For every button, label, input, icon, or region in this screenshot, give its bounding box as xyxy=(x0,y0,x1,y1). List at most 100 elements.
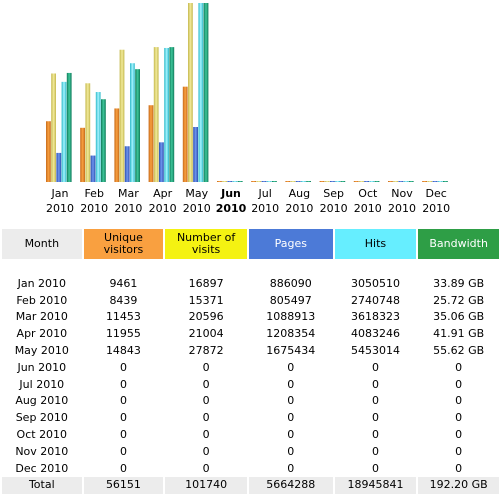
cell-pages: 805497 xyxy=(269,293,312,307)
cell-pages: 1675434 xyxy=(266,343,316,357)
bar-bandwidth-feb xyxy=(101,99,106,182)
total-label: Total xyxy=(2,477,82,494)
bar-number-of-visits-may xyxy=(188,3,193,182)
cell-month: Jan 2010 xyxy=(17,276,67,290)
cell-bandwidth: 33.89 GB xyxy=(433,276,485,290)
cell-hits: 3050510 xyxy=(350,276,400,290)
bar-pages-jul xyxy=(261,181,267,182)
cell-number-of-visits: 0 xyxy=(202,360,210,374)
header-month: Month xyxy=(2,229,82,259)
bar-hits-apr xyxy=(164,47,169,183)
table-row: Jul 2010 0 0 0 0 0 xyxy=(2,377,499,394)
cell-pages: 0 xyxy=(287,444,295,458)
x-tick-month-dec: Dec xyxy=(426,187,447,200)
x-tick-month-oct: Oct xyxy=(358,187,378,200)
total-hits: 18945841 xyxy=(334,477,417,494)
cell-month: Apr 2010 xyxy=(16,327,68,341)
bar-unique-visitors-mar xyxy=(114,108,120,182)
bar-hits-jun xyxy=(232,181,238,182)
bar-hits-oct xyxy=(369,181,375,182)
cell-bandwidth: 41.91 GB xyxy=(433,327,485,341)
cell-month: Oct 2010 xyxy=(16,427,68,441)
cell-month: May 2010 xyxy=(14,343,69,357)
bar-unique-visitors-jun xyxy=(217,181,222,182)
x-tick-month-feb: Feb xyxy=(84,187,103,200)
cell-bandwidth: 0 xyxy=(455,394,463,408)
bar-bandwidth-may xyxy=(203,3,209,182)
cell-hits: 0 xyxy=(371,377,379,391)
bar-unique-visitors-jul xyxy=(251,181,256,182)
cell-number-of-visits: 0 xyxy=(202,394,210,408)
bar-unique-visitors-sep xyxy=(319,181,325,182)
cell-number-of-visits: 0 xyxy=(202,427,210,441)
bar-bandwidth-mar xyxy=(135,69,140,182)
x-tick-month-jan: Jan xyxy=(51,187,69,200)
bar-hits-jan xyxy=(61,81,67,182)
x-tick-month-mar: Mar xyxy=(118,187,139,200)
header-unique-visitors: Unique visitors xyxy=(83,229,164,259)
bar-unique-visitors-jan xyxy=(46,121,51,182)
bar-hits-jul xyxy=(266,181,272,182)
cell-unique-visitors: 14843 xyxy=(105,343,141,357)
cell-unique-visitors: 8439 xyxy=(109,293,138,307)
x-tick-year-oct: 2010 xyxy=(354,202,382,215)
cell-hits: 2740748 xyxy=(350,293,400,307)
x-tick-month-jun: Jun xyxy=(220,187,241,200)
bar-hits-feb xyxy=(95,92,101,182)
bar-unique-visitors-nov xyxy=(388,181,393,182)
cell-bandwidth: 55.62 GB xyxy=(433,343,485,357)
monthly-history-chart: Jan 2010 Feb 2010 Mar 2010 Apr 2010 May 2010 Jun 20… xyxy=(46,3,450,215)
cell-hits: 3618323 xyxy=(350,310,400,324)
x-tick-month-jul: Jul xyxy=(258,187,272,200)
cell-unique-visitors: 0 xyxy=(119,444,127,458)
bar-unique-visitors-apr xyxy=(148,105,154,182)
x-tick-year-jul: 2010 xyxy=(251,202,279,215)
cell-pages: 0 xyxy=(287,411,295,425)
x-tick-year-jan: 2010 xyxy=(46,202,74,215)
bar-hits-nov xyxy=(403,181,409,182)
x-tick-month-aug: Aug xyxy=(289,187,310,200)
x-tick-year-apr: 2010 xyxy=(149,202,177,215)
cell-month: Mar 2010 xyxy=(15,310,68,324)
bar-pages-aug xyxy=(295,181,301,182)
bar-number-of-visits-jul xyxy=(256,181,262,182)
header-pages: Pages xyxy=(248,229,333,259)
header-number-of-visits: Number of visits xyxy=(165,229,247,259)
bar-bandwidth-jul xyxy=(272,181,277,182)
x-tick-year-may: 2010 xyxy=(183,202,211,215)
cell-month: Feb 2010 xyxy=(16,293,68,307)
table-row: Jun 2010 0 0 0 0 0 xyxy=(2,360,499,377)
cell-hits: 0 xyxy=(371,427,379,441)
table-row: Sep 2010 0 0 0 0 0 xyxy=(2,410,499,427)
bar-hits-sep xyxy=(335,181,340,182)
cell-month: Nov 2010 xyxy=(15,444,69,458)
table-header-row: Month Unique visitors Number of visits P… xyxy=(2,229,499,259)
bar-hits-mar xyxy=(130,63,135,182)
cell-number-of-visits: 0 xyxy=(202,461,210,475)
bar-unique-visitors-aug xyxy=(285,181,291,182)
cell-unique-visitors: 0 xyxy=(119,360,127,374)
table-row: Nov 2010 0 0 0 0 0 xyxy=(2,444,499,461)
x-tick-month-sep: Sep xyxy=(323,187,344,200)
x-tick-year-nov: 2010 xyxy=(388,202,416,215)
x-tick-year-dec: 2010 xyxy=(422,202,450,215)
bar-pages-apr xyxy=(159,142,164,182)
bar-pages-oct xyxy=(364,181,369,182)
cell-month: Dec 2010 xyxy=(15,461,69,475)
bar-hits-aug xyxy=(301,181,306,182)
bar-pages-nov xyxy=(398,181,404,182)
cell-month: Jul 2010 xyxy=(19,377,65,391)
total-pages: 5664288 xyxy=(248,477,333,494)
cell-unique-visitors: 0 xyxy=(119,377,127,391)
bar-pages-jun xyxy=(227,181,233,182)
x-tick-month-may: May xyxy=(185,187,208,200)
x-tick-year-mar: 2010 xyxy=(114,202,142,215)
x-tick-year-aug: 2010 xyxy=(285,202,313,215)
total-number-of-visits: 101740 xyxy=(165,477,247,494)
cell-pages: 0 xyxy=(287,377,295,391)
cell-bandwidth: 0 xyxy=(455,444,463,458)
cell-unique-visitors: 11955 xyxy=(105,327,141,341)
x-tick-month-apr: Apr xyxy=(153,187,173,200)
table-row: Feb 2010 8439 15371 805497 2740748 25.72 GB xyxy=(2,293,499,310)
bar-number-of-visits-nov xyxy=(393,181,398,182)
